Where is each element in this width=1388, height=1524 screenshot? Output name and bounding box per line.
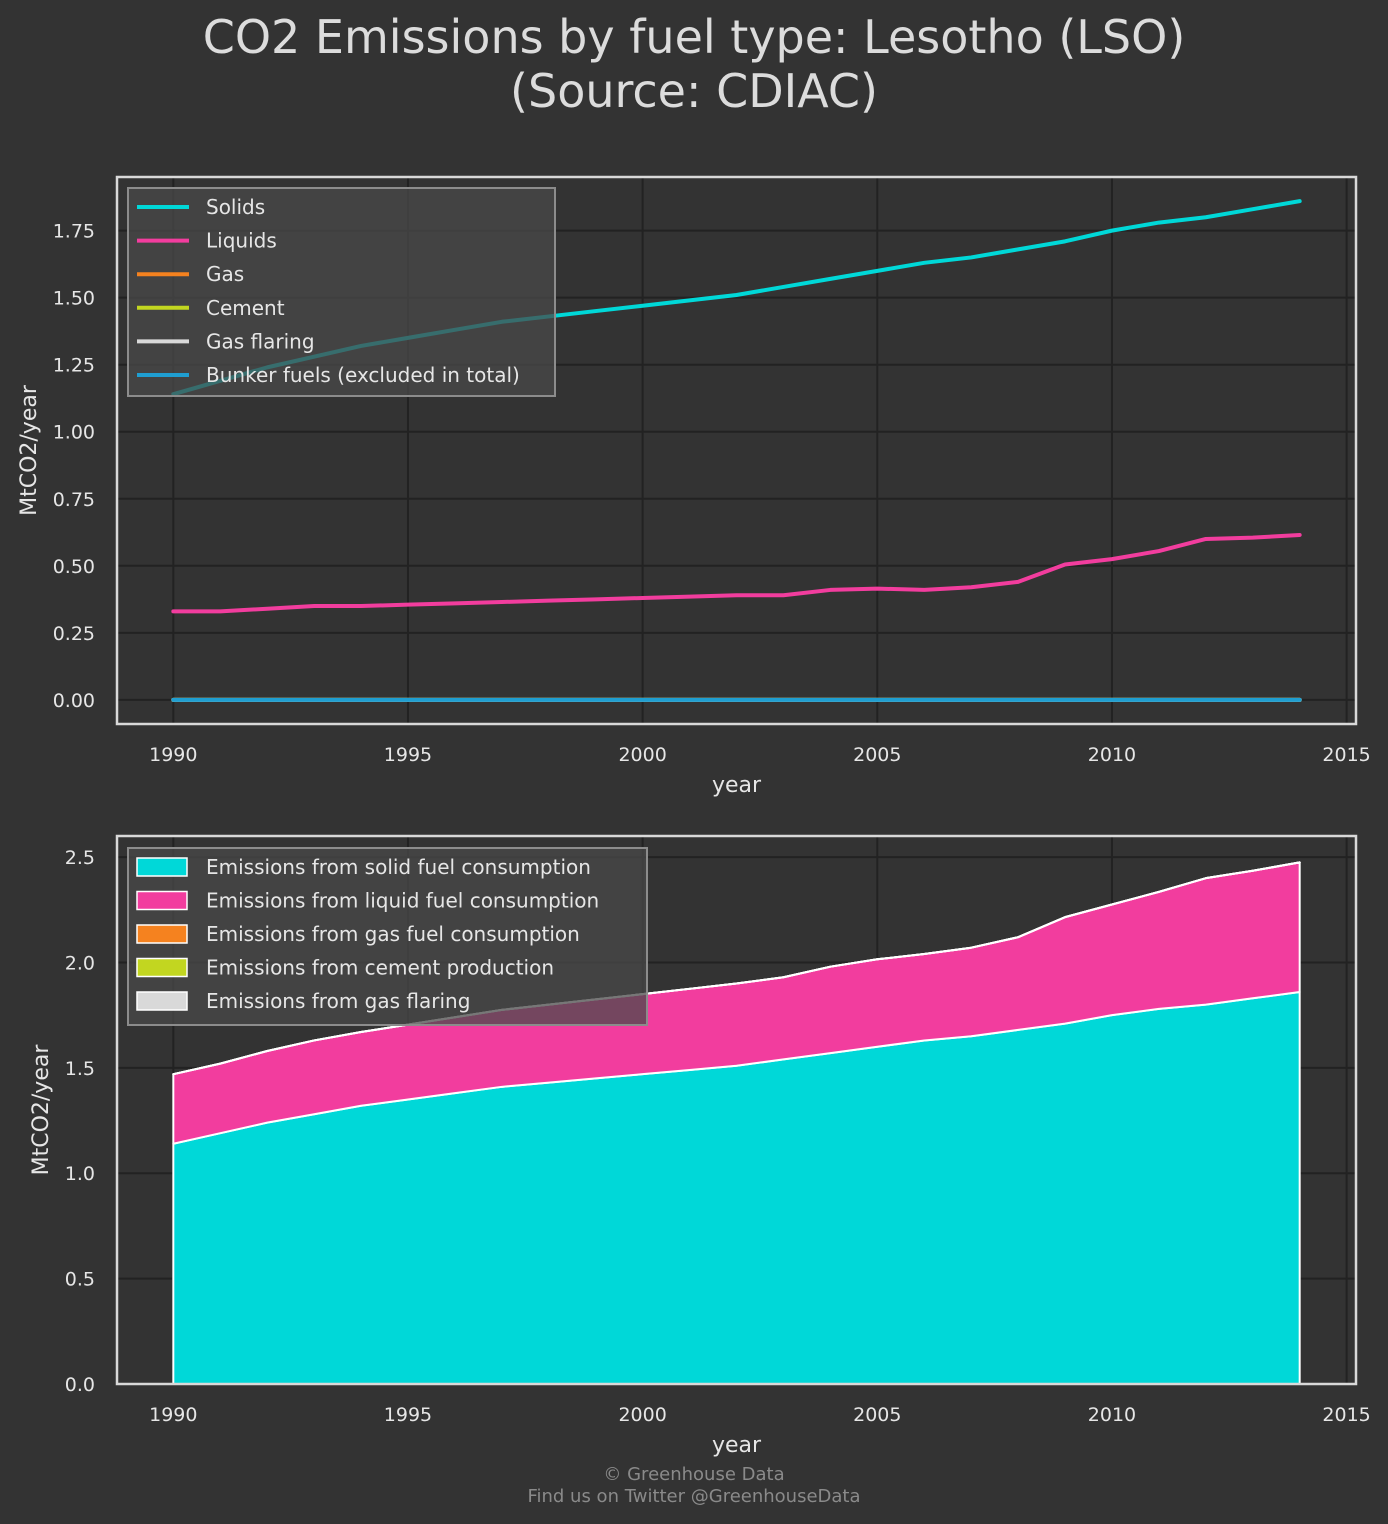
chart-title-line2: (Source: CDIAC) [510,64,878,118]
x-tick-label: 1990 [149,744,197,766]
legend-swatch [136,924,188,944]
y-tick-label: 0.0 [65,1374,95,1396]
x-axis-label: year [712,1433,762,1458]
x-tick-label: 2010 [1088,1404,1136,1426]
plot-frame [115,834,1358,1386]
x-tick-label: 2005 [853,1404,901,1426]
x-axis-label: year [712,773,762,798]
legend: Emissions from solid fuel consumption Emi… [127,847,648,1026]
y-tick-label: 2.0 [65,952,95,974]
y-tick-label: 0.50 [53,556,95,578]
legend-box [127,847,648,1026]
y-tick-label: 1.25 [53,355,95,377]
y-tick-label: 1.0 [65,1163,95,1185]
plot-frame [115,175,1358,726]
y-axis-label: MtCO2/year [17,384,42,516]
legend-label: Cement [206,296,285,320]
x-tick-label: 1995 [384,1404,432,1426]
y-tick-label: 1.5 [65,1058,95,1080]
y-tick-label: 1.00 [53,422,95,444]
legend-label: Gas flaring [206,329,315,353]
legend-swatch [136,857,188,877]
x-tick-label: 1990 [149,1404,197,1426]
legend-label: Emissions from liquid fuel consumption [206,889,599,913]
legend: Solids Liquids Gas Cement Gas flaring Bunker … [127,187,556,397]
legend-label: Bunker fuels (excluded in total) [206,363,520,387]
legend-swatch [136,991,188,1011]
footer-credit: © Greenhouse Data Find us on Twitter @Gr… [0,1464,1388,1508]
x-tick-label: 2010 [1088,744,1136,766]
y-tick-label: 2.5 [65,847,95,869]
legend-label: Liquids [206,229,277,253]
y-tick-label: 0.5 [65,1269,95,1291]
legend-label: Gas [206,262,244,286]
legend-swatch [136,890,188,911]
y-tick-label: 0.00 [53,690,95,712]
y-tick-label: 1.75 [53,221,95,243]
y-tick-label: 0.75 [53,489,95,511]
legend-swatch [136,957,188,978]
legend-box [127,187,556,397]
chart-panel-1: 1990 1995 2000 2005 2010 2015 0.00 0.25 0.50 0.75… [17,175,1371,798]
legend-label: Emissions from solid fuel consumption [206,855,591,879]
chart-panel-2: 1990 1995 2000 2005 2010 2015 0.0 0.5 1.0 1.5 2.0 2… [29,834,1371,1458]
x-tick-label: 2000 [618,1404,666,1426]
x-tick-label: 2005 [853,744,901,766]
y-tick-label: 1.50 [53,288,95,310]
chart-title: CO2 Emissions by fuel type: Lesotho (LSO… [0,10,1388,118]
legend-label: Solids [206,195,265,219]
x-tick-label: 2015 [1322,744,1370,766]
footer-copyright: © Greenhouse Data [603,1464,785,1485]
legend-label: Emissions from cement production [206,956,554,980]
x-tick-label: 1995 [384,744,432,766]
line-series-2 [171,532,1302,614]
legend-label: Emissions from gas flaring [206,989,470,1013]
x-tick-label: 2000 [618,744,666,766]
legend-label: Emissions from gas fuel consumption [206,922,580,946]
y-axis-label: MtCO2/year [29,1044,54,1176]
chart-title-line1: CO2 Emissions by fuel type: Lesotho (LSO… [202,10,1186,64]
footer-twitter: Find us on Twitter @GreenhouseData [527,1486,861,1507]
y-tick-label: 0.25 [53,623,95,645]
x-tick-label: 2015 [1322,1404,1370,1426]
